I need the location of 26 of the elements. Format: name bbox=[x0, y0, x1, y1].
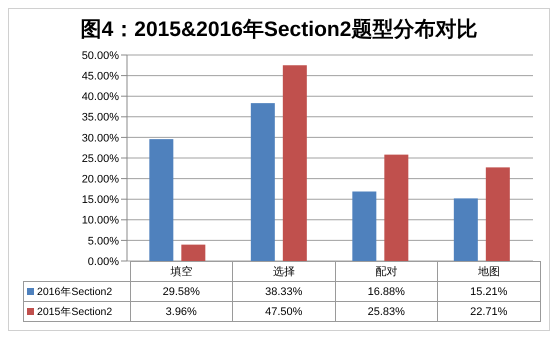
data-label: 15.21% bbox=[438, 282, 540, 302]
data-label: 29.58% bbox=[130, 282, 232, 302]
data-label: 22.71% bbox=[438, 302, 540, 322]
y-tick-label: 0.00% bbox=[88, 256, 120, 268]
y-tick-label: 25.00% bbox=[82, 152, 120, 165]
data-label: 25.83% bbox=[335, 302, 438, 322]
data-label: 47.50% bbox=[232, 302, 335, 322]
y-tick-label: 30.00% bbox=[82, 132, 120, 144]
x-tick-label: 配对 bbox=[335, 262, 438, 282]
legend-label: 2016年Section2 bbox=[24, 282, 130, 302]
data-label: 38.33% bbox=[232, 282, 335, 302]
y-tick-label: 35.00% bbox=[82, 112, 120, 124]
y-tick-label: 5.00% bbox=[88, 235, 120, 248]
data-label: 3.96% bbox=[130, 302, 232, 322]
y-tick-label: 40.00% bbox=[82, 91, 120, 104]
y-tick-label: 20.00% bbox=[82, 174, 120, 186]
x-tick-label: 填空 bbox=[130, 262, 232, 282]
legend-label: 2015年Section2 bbox=[24, 302, 130, 322]
y-tick-label: 50.00% bbox=[82, 50, 120, 62]
y-tick-label: 15.00% bbox=[82, 194, 120, 206]
chart-title: 图4：2015&2016年Section2题型分布对比 bbox=[80, 17, 478, 43]
x-tick-label: 选择 bbox=[232, 262, 335, 282]
y-tick-label: 10.00% bbox=[82, 214, 120, 227]
x-tick-label: 地图 bbox=[438, 262, 540, 282]
data-label: 16.88% bbox=[335, 282, 438, 302]
y-tick-label: 45.00% bbox=[82, 70, 120, 83]
